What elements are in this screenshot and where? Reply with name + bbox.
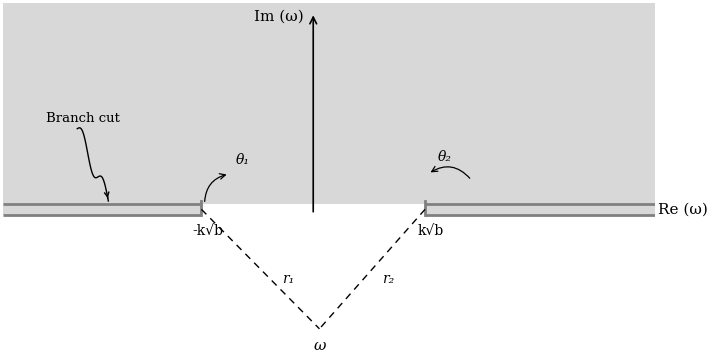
Text: Re (ω): Re (ω) (658, 202, 708, 216)
Text: r₁: r₁ (282, 272, 295, 286)
Text: θ₂: θ₂ (437, 150, 452, 164)
Text: r₂: r₂ (381, 272, 394, 286)
Text: Im (ω): Im (ω) (254, 9, 304, 23)
Text: ω: ω (313, 339, 326, 353)
Text: θ₁: θ₁ (236, 154, 250, 168)
Text: k√b: k√b (418, 224, 444, 238)
Polygon shape (202, 204, 425, 214)
Polygon shape (3, 3, 655, 214)
Polygon shape (3, 214, 655, 352)
Text: -k√b: -k√b (192, 224, 223, 238)
Text: Branch cut: Branch cut (46, 112, 120, 125)
